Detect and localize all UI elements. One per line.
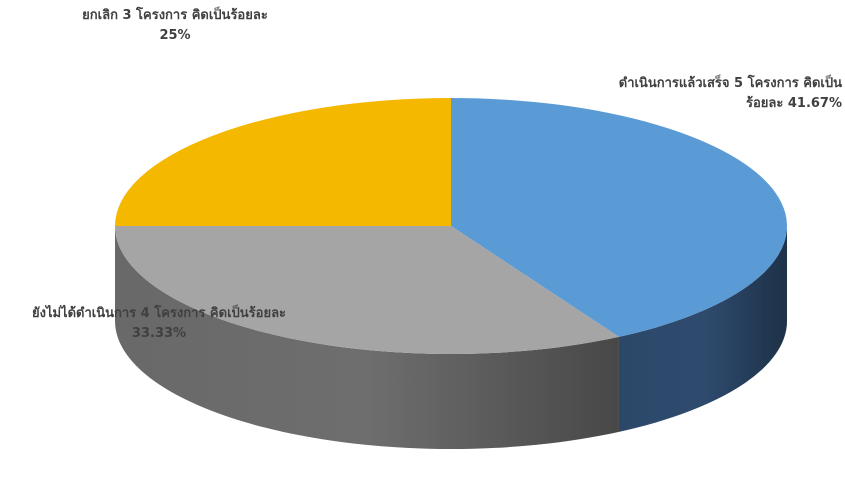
slice-label-cancelled-line2: 25%: [159, 28, 191, 44]
pie-slice-2: [115, 98, 451, 226]
slice-label-not-started: ยังไม่ได้ดำเนินการ 4 โครงการ คิดเป็นร้อย…: [4, 304, 314, 344]
slice-label-completed-line1: ดำเนินการแล้วเสร็จ 5 โครงการ คิดเป็น: [618, 76, 842, 91]
pie-slice-0: [451, 98, 787, 337]
slice-label-cancelled: ยกเลิก 3 โครงการ คิดเป็นร้อยละ 25%: [40, 6, 310, 46]
pie-tops: [115, 98, 787, 354]
slice-label-not-started-line2: 33.33%: [131, 326, 187, 342]
pie-slice-side-shade-0: [618, 226, 787, 432]
slice-label-cancelled-line1: ยกเลิก 3 โครงการ คิดเป็นร้อยละ: [82, 8, 268, 23]
pie-sides: [115, 226, 787, 449]
slice-label-not-started-line1: ยังไม่ได้ดำเนินการ 4 โครงการ คิดเป็นร้อย…: [31, 306, 287, 321]
pie-slice-1: [115, 226, 619, 354]
slice-label-completed: ดำเนินการแล้วเสร็จ 5 โครงการ คิดเป็น ร้อ…: [560, 74, 842, 114]
pie-slice-side-shade-1: [115, 226, 619, 449]
slice-label-completed-line2: ร้อยละ 41.67%: [745, 96, 842, 112]
